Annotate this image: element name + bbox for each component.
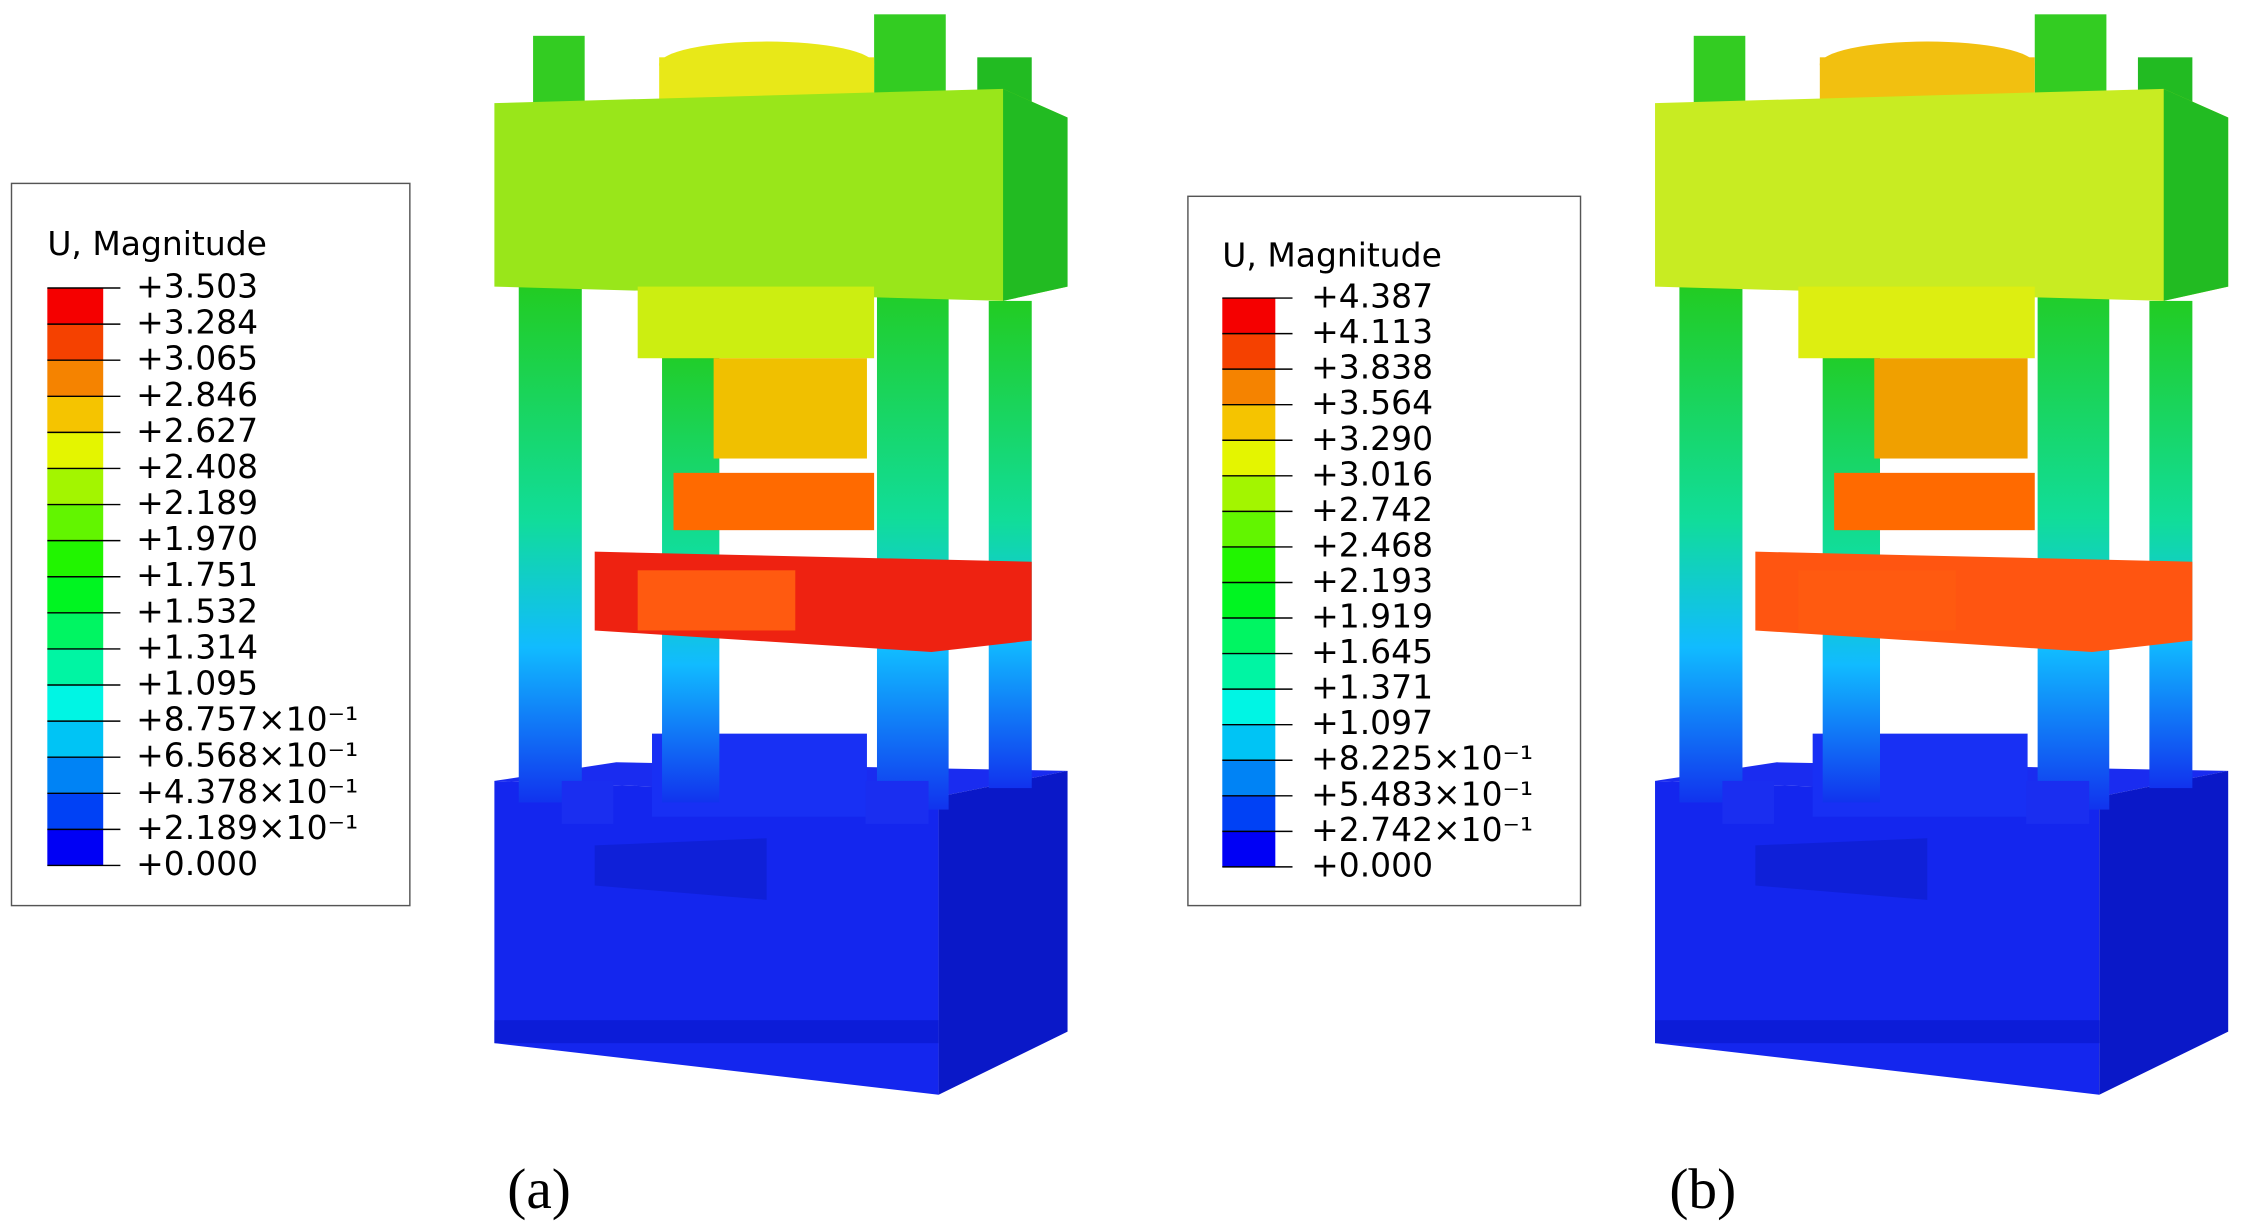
legend-level: +6.568×10⁻¹ (136, 736, 358, 775)
legend-level: +1.097 (1311, 703, 1433, 742)
legend-level: +1.919 (1311, 597, 1433, 636)
legend-swatch (1222, 582, 1276, 619)
legend-swatch (1222, 333, 1276, 370)
legend-title: U, Magnitude (1222, 236, 1442, 275)
legend-swatch (1222, 440, 1276, 476)
legend-level: +4.113 (1311, 312, 1433, 351)
legend-level: +4.387 (1311, 277, 1433, 316)
legend-level: +1.532 (136, 591, 258, 630)
legend-level: +1.371 (1311, 668, 1433, 707)
legend-level: +4.378×10⁻¹ (136, 772, 358, 811)
legend-level: +2.742 (1311, 490, 1433, 529)
legend-level: +3.838 (1311, 348, 1433, 387)
legend-level: +0.000 (1311, 845, 1433, 884)
panel-label: (b) (1669, 1158, 1736, 1221)
legend-swatch (47, 540, 104, 577)
legend-swatch (1222, 511, 1276, 547)
legend-level: +8.757×10⁻¹ (136, 700, 358, 739)
legend-swatch (1222, 689, 1276, 725)
legend-level: +1.751 (136, 555, 258, 594)
legend-level: +2.189×10⁻¹ (136, 808, 358, 847)
legend-swatch (1222, 369, 1276, 405)
legend-level: +3.016 (1311, 454, 1433, 493)
legend-level: +2.193 (1311, 561, 1433, 600)
legend-swatch (47, 396, 104, 433)
legend-title: U, Magnitude (47, 224, 267, 263)
legend-level: +2.846 (136, 375, 258, 414)
legend-level: +2.627 (136, 411, 258, 450)
legend-swatch (1222, 618, 1276, 654)
legend-swatch (47, 685, 104, 722)
legend-level: +1.645 (1311, 632, 1433, 671)
legend-level: +1.314 (136, 627, 258, 666)
legend-swatch (1222, 546, 1276, 583)
legend-swatch (1222, 760, 1276, 796)
legend-level: +1.970 (136, 519, 258, 558)
legend-level: +0.000 (136, 844, 258, 883)
legend-swatch (47, 829, 104, 866)
legend-swatch (1222, 653, 1276, 690)
legend-level: +2.468 (1311, 525, 1433, 564)
legend-level: +3.564 (1311, 383, 1433, 422)
legend-level: +5.483×10⁻¹ (1311, 774, 1533, 813)
legend-swatch (47, 576, 104, 613)
legend-level: +2.408 (136, 447, 258, 486)
legend-swatch (1222, 831, 1276, 867)
legend-swatch (47, 360, 104, 397)
model-b (1655, 14, 2229, 1095)
legend-swatch (47, 648, 104, 686)
legend-level: +3.503 (136, 267, 258, 306)
legend-level: +3.290 (1311, 419, 1433, 458)
legend-swatch (1222, 475, 1276, 512)
legend-swatch (47, 504, 104, 541)
legend-level: +2.742×10⁻¹ (1311, 810, 1533, 849)
legend-swatch (47, 721, 104, 758)
legend-level: +3.065 (136, 339, 258, 378)
legend-swatch (47, 288, 104, 325)
legend-swatch (47, 793, 104, 830)
legend-level: +2.189 (136, 483, 258, 522)
legend-swatch (1222, 298, 1276, 334)
legend-level: +8.225×10⁻¹ (1311, 739, 1533, 778)
legend-swatch (47, 432, 104, 469)
legend-level: +1.095 (136, 664, 258, 703)
panel-label: (a) (507, 1158, 571, 1221)
legend-swatch (1222, 724, 1276, 761)
model-a (494, 14, 1068, 1095)
legend-swatch (1222, 404, 1276, 441)
legend-swatch (47, 757, 104, 794)
legend-swatch (47, 612, 104, 649)
legend-swatch (1222, 795, 1276, 832)
legend-swatch (47, 468, 104, 505)
legend-swatch (47, 324, 104, 361)
legend-level: +3.284 (136, 303, 258, 342)
